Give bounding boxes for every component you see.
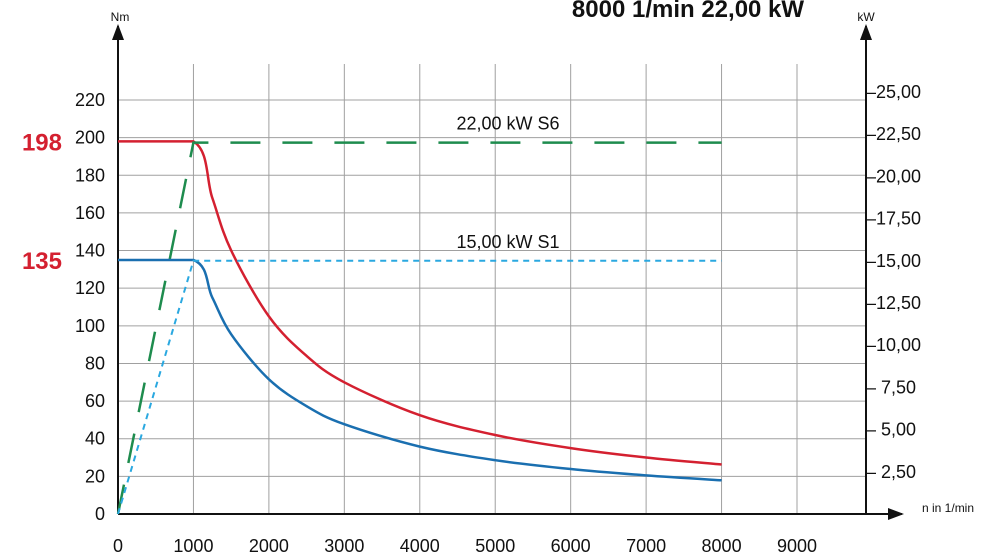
chart-title: 8000 1/min 22,00 kW <box>572 0 804 23</box>
y-right-axis-arrow-icon <box>860 24 872 40</box>
x-tick-label: 6000 <box>551 536 591 556</box>
y-left-tick-label: 60 <box>85 391 105 411</box>
series-label: 15,00 kW S1 <box>456 232 559 252</box>
x-tick-label: 8000 <box>702 536 742 556</box>
x-axis-arrow-icon <box>888 508 904 520</box>
series-label: 22,00 kW S6 <box>456 113 559 133</box>
x-tick-label: 3000 <box>324 536 364 556</box>
torque-curve-series <box>118 258 722 482</box>
x-tick-label: 9000 <box>777 536 817 556</box>
y-left-tick-label: 180 <box>75 165 105 185</box>
power-curve-series <box>116 141 722 515</box>
x-tick-label: 0 <box>113 536 123 556</box>
y-right-tick-label: –12,50 <box>866 293 921 313</box>
y-right-tick-label: –25,00 <box>866 82 921 102</box>
y-left-tick-label: 120 <box>75 278 105 298</box>
y-left-tick-label: 40 <box>85 429 105 449</box>
chart-grid <box>118 64 867 514</box>
y-left-axis-label: Nm <box>111 10 130 24</box>
x-tick-label: 1000 <box>173 536 213 556</box>
chart-series <box>116 140 722 515</box>
y-right-tick-label: – 5,00 <box>866 420 916 440</box>
y-left-tick-label: 0 <box>95 504 105 524</box>
chart-text: 8000 1/min 22,00 kW Nm kW n in 1/min 0 10… <box>22 0 974 556</box>
y-right-tick-label: –15,00 <box>866 251 921 271</box>
power-curve-series <box>117 259 722 515</box>
y-left-axis-arrow-icon <box>112 24 124 40</box>
x-tick-label: 5000 <box>475 536 515 556</box>
y-right-tick-label: –20,00 <box>866 166 921 186</box>
y-left-tick-label: 80 <box>85 353 105 373</box>
x-tick-label: 2000 <box>249 536 289 556</box>
y-right-tick-label: –22,50 <box>866 124 921 144</box>
y-right-tick-label: – 7,50 <box>866 377 916 397</box>
y-left-tick-label: 220 <box>75 90 105 110</box>
y-right-tick-label: – 2,50 <box>866 462 916 482</box>
y-left-tick-label: 160 <box>75 203 105 223</box>
y-right-tick-label: –10,00 <box>866 335 921 355</box>
x-tick-label: 7000 <box>626 536 666 556</box>
x-tick-label: 4000 <box>400 536 440 556</box>
y-left-tick-label: 100 <box>75 316 105 336</box>
chart-axes <box>112 24 904 520</box>
torque-marker-label: 198 <box>22 129 62 156</box>
torque-marker-label: 135 <box>22 248 62 275</box>
y-left-tick-label: 200 <box>75 128 105 148</box>
x-axis-label: n in 1/min <box>922 501 974 515</box>
y-left-tick-label: 140 <box>75 241 105 261</box>
y-left-tick-label: 20 <box>85 466 105 486</box>
y-right-tick-label: –17,50 <box>866 209 921 229</box>
torque-curve-series <box>118 140 722 466</box>
y-right-axis-label: kW <box>857 10 875 24</box>
